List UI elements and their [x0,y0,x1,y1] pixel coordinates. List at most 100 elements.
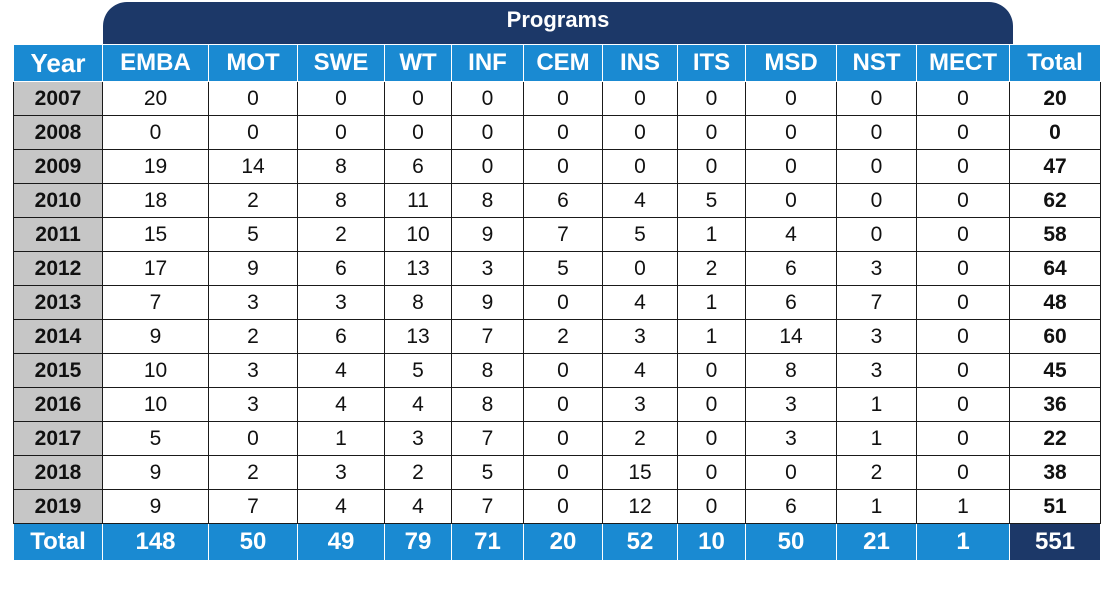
value-cell: 4 [602,285,678,320]
value-cell: 2 [523,319,603,354]
value-cell: 0 [523,149,603,184]
value-cell: 11 [384,183,452,218]
value-cell: 0 [677,353,746,388]
value-cell: 2 [836,455,917,490]
value-cell: 7 [208,489,298,524]
table-row: 2015 10 3 4 5 8 0 4 0 8 3 0 45 [13,353,1101,388]
value-cell: 6 [745,285,837,320]
value-cell: 12 [602,489,678,524]
value-cell: 14 [208,149,298,184]
header-row: Year EMBA MOT SWE WT INF CEM INS ITS MSD NST MECT T… [13,44,1101,82]
value-cell: 3 [297,285,385,320]
value-cell: 0 [916,387,1010,422]
value-cell: 2 [208,455,298,490]
value-cell: 0 [523,387,603,422]
value-cell: 13 [384,251,452,286]
row-total-cell: 51 [1009,489,1101,524]
total-row-label: Total [13,523,103,561]
value-cell: 6 [745,489,837,524]
value-cell: 1 [836,421,917,456]
value-cell: 0 [916,285,1010,320]
value-cell: 8 [745,353,837,388]
value-cell: 1 [677,285,746,320]
value-cell: 0 [208,115,298,150]
value-cell: 0 [745,115,837,150]
value-cell: 0 [916,115,1010,150]
value-cell: 3 [836,353,917,388]
value-cell: 8 [384,285,452,320]
programs-banner: Programs [103,2,1013,46]
value-cell: 0 [208,81,298,116]
value-cell: 7 [102,285,209,320]
table-row: 2011 15 5 2 10 9 7 5 1 4 0 0 58 [13,217,1101,252]
value-cell: 6 [384,149,452,184]
year-cell: 2017 [13,421,103,456]
year-cell: 2015 [13,353,103,388]
year-cell: 2019 [13,489,103,524]
value-cell: 3 [451,251,524,286]
value-cell: 0 [836,183,917,218]
table-row: 2012 17 9 6 13 3 5 0 2 6 3 0 64 [13,251,1101,286]
year-cell: 2011 [13,217,103,252]
table-row: 2009 19 14 8 6 0 0 0 0 0 0 0 47 [13,149,1101,184]
row-total-cell: 48 [1009,285,1101,320]
value-cell: 5 [102,421,209,456]
table-row: 2017 5 0 1 3 7 0 2 0 3 1 0 22 [13,421,1101,456]
table-row: 2013 7 3 3 8 9 0 4 1 6 7 0 48 [13,285,1101,320]
value-cell: 0 [916,251,1010,286]
value-cell: 0 [836,115,917,150]
year-cell: 2007 [13,81,103,116]
column-total-cell: 79 [384,523,452,561]
value-cell: 0 [523,81,603,116]
value-cell: 0 [523,353,603,388]
value-cell: 3 [208,387,298,422]
row-total-cell: 58 [1009,217,1101,252]
value-cell: 0 [836,217,917,252]
value-cell: 0 [745,149,837,184]
value-cell: 9 [102,455,209,490]
program-header: MSD [745,44,837,82]
value-cell: 5 [384,353,452,388]
year-cell: 2008 [13,115,103,150]
value-cell: 10 [102,387,209,422]
programs-title: Programs [506,7,610,32]
value-cell: 0 [916,149,1010,184]
programs-table: Year EMBA MOT SWE WT INF CEM INS ITS MSD NST MECT T… [13,44,1101,561]
value-cell: 2 [384,455,452,490]
value-cell: 0 [451,115,524,150]
row-total-cell: 64 [1009,251,1101,286]
grand-total-cell: 551 [1009,523,1101,561]
table-row: 2010 18 2 8 11 8 6 4 5 0 0 0 62 [13,183,1101,218]
year-cell: 2018 [13,455,103,490]
value-cell: 5 [208,217,298,252]
value-cell: 3 [297,455,385,490]
value-cell: 17 [102,251,209,286]
value-cell: 7 [451,421,524,456]
value-cell: 5 [451,455,524,490]
value-cell: 2 [208,319,298,354]
value-cell: 1 [916,489,1010,524]
value-cell: 8 [297,183,385,218]
value-cell: 8 [451,353,524,388]
value-cell: 15 [102,217,209,252]
value-cell: 7 [451,489,524,524]
row-total-cell: 47 [1009,149,1101,184]
value-cell: 0 [677,387,746,422]
value-cell: 1 [677,217,746,252]
value-cell: 0 [677,421,746,456]
value-cell: 0 [602,115,678,150]
value-cell: 1 [836,489,917,524]
value-cell: 9 [451,217,524,252]
value-cell: 3 [602,319,678,354]
value-cell: 3 [208,285,298,320]
value-cell: 0 [916,421,1010,456]
value-cell: 6 [297,251,385,286]
value-cell: 6 [523,183,603,218]
value-cell: 0 [297,81,385,116]
value-cell: 4 [745,217,837,252]
value-cell: 4 [297,489,385,524]
value-cell: 0 [745,81,837,116]
value-cell: 9 [208,251,298,286]
table-row: 2007 20 0 0 0 0 0 0 0 0 0 0 20 [13,81,1101,116]
program-header: SWE [297,44,385,82]
